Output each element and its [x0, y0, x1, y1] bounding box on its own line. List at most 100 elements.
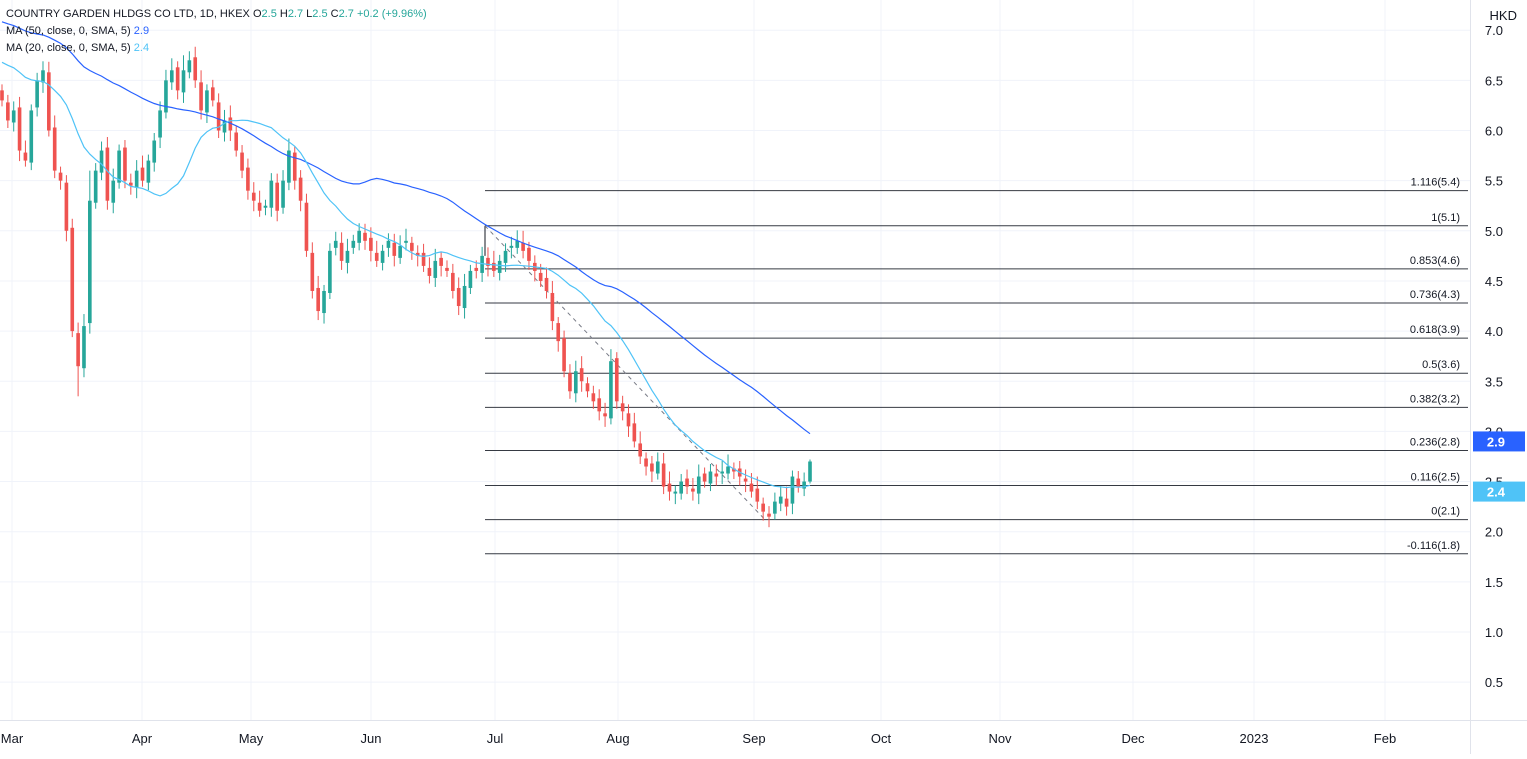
- candle-body[interactable]: [64, 182, 69, 231]
- candle-body[interactable]: [222, 120, 227, 133]
- candle-body[interactable]: [691, 488, 695, 492]
- candle-body[interactable]: [714, 473, 719, 477]
- candle-body[interactable]: [216, 102, 221, 131]
- candle-body[interactable]: [568, 373, 572, 392]
- candle-body[interactable]: [181, 70, 186, 93]
- ma50-line[interactable]: [1, 21, 811, 435]
- candle-body[interactable]: [726, 466, 730, 474]
- candle-body[interactable]: [486, 257, 490, 266]
- candle-body[interactable]: [205, 90, 209, 113]
- candle-body[interactable]: [492, 262, 496, 271]
- candle-body[interactable]: [667, 483, 672, 492]
- candle-body[interactable]: [538, 272, 543, 281]
- candle-body[interactable]: [199, 82, 203, 111]
- candle-body[interactable]: [369, 237, 373, 251]
- candle-body[interactable]: [749, 483, 754, 492]
- candle-body[interactable]: [386, 240, 391, 248]
- candle-body[interactable]: [696, 476, 701, 494]
- candle-body[interactable]: [99, 150, 104, 173]
- candle-body[interactable]: [88, 200, 92, 324]
- candle-body[interactable]: [462, 285, 467, 309]
- candle-body[interactable]: [111, 180, 116, 203]
- candle-body[interactable]: [591, 393, 596, 402]
- candle-body[interactable]: [579, 368, 584, 382]
- currency-label[interactable]: HKD: [1489, 8, 1517, 23]
- candle-body[interactable]: [269, 180, 274, 208]
- candle-body[interactable]: [439, 257, 443, 266]
- candle-body[interactable]: [140, 167, 145, 181]
- candle-body[interactable]: [339, 242, 344, 261]
- candle-body[interactable]: [562, 338, 566, 372]
- candle-body[interactable]: [333, 240, 338, 248]
- candle-body[interactable]: [93, 170, 98, 203]
- candle-body[interactable]: [345, 250, 350, 263]
- candle-body[interactable]: [433, 260, 438, 278]
- candle-body[interactable]: [158, 110, 162, 138]
- candle-body[interactable]: [702, 473, 707, 482]
- candle-body[interactable]: [480, 255, 484, 273]
- candle-body[interactable]: [796, 478, 801, 487]
- candle-body[interactable]: [585, 383, 590, 392]
- candle-body[interactable]: [6, 102, 10, 121]
- candle-body[interactable]: [304, 202, 309, 251]
- candle-body[interactable]: [287, 150, 291, 183]
- candle-body[interactable]: [503, 250, 508, 263]
- candle-body[interactable]: [29, 110, 34, 163]
- candle-body[interactable]: [679, 481, 684, 494]
- candle-body[interactable]: [708, 471, 713, 484]
- candle-body[interactable]: [720, 471, 724, 474]
- candle-body[interactable]: [281, 180, 285, 208]
- candle-body[interactable]: [82, 326, 86, 369]
- candle-body[interactable]: [363, 232, 367, 241]
- candle-body[interactable]: [52, 127, 57, 171]
- candle-body[interactable]: [673, 491, 678, 494]
- candle-body[interactable]: [761, 503, 765, 512]
- candle-body[interactable]: [169, 70, 174, 83]
- candle-body[interactable]: [257, 202, 262, 211]
- candle-body[interactable]: [47, 72, 51, 131]
- candle-body[interactable]: [134, 170, 139, 188]
- candle-body[interactable]: [550, 292, 555, 322]
- candle-body[interactable]: [790, 476, 795, 504]
- candle-body[interactable]: [556, 323, 561, 342]
- candle-body[interactable]: [357, 230, 361, 243]
- candle-body[interactable]: [76, 333, 80, 367]
- candle-body[interactable]: [117, 150, 121, 183]
- candle-body[interactable]: [755, 488, 760, 502]
- candle-body[interactable]: [778, 496, 783, 504]
- candle-body[interactable]: [123, 147, 127, 181]
- candle-body[interactable]: [374, 252, 379, 261]
- candle-body[interactable]: [650, 463, 654, 472]
- candle-body[interactable]: [784, 498, 789, 507]
- candle-body[interactable]: [521, 242, 525, 251]
- candle-body[interactable]: [234, 132, 239, 151]
- candle-body[interactable]: [626, 413, 631, 427]
- candle-body[interactable]: [544, 277, 549, 291]
- candle-body[interactable]: [456, 287, 461, 307]
- candle-body[interactable]: [655, 461, 660, 474]
- candle-body[interactable]: [468, 270, 473, 288]
- candle-body[interactable]: [23, 152, 28, 161]
- candle-body[interactable]: [193, 57, 198, 81]
- candle-body[interactable]: [251, 192, 256, 201]
- candle-body[interactable]: [392, 242, 397, 256]
- candle-body[interactable]: [527, 247, 531, 261]
- candle-body[interactable]: [474, 267, 479, 271]
- candle-body[interactable]: [164, 80, 168, 113]
- candle-body[interactable]: [451, 272, 455, 291]
- candle-body[interactable]: [573, 371, 578, 394]
- candle-body[interactable]: [773, 501, 777, 514]
- candle-body[interactable]: [515, 240, 520, 248]
- candle-body[interactable]: [70, 227, 75, 332]
- candle-body[interactable]: [0, 90, 4, 101]
- legend-ma20-row[interactable]: MA (20, close, 0, SMA, 5) 2.4: [6, 40, 427, 57]
- candle-body[interactable]: [298, 177, 303, 201]
- candle-body[interactable]: [322, 290, 326, 314]
- candle-body[interactable]: [128, 182, 133, 186]
- candle-body[interactable]: [732, 468, 736, 472]
- candle-body[interactable]: [638, 443, 643, 457]
- candle-body[interactable]: [35, 80, 39, 108]
- candle-body[interactable]: [404, 240, 408, 243]
- candle-body[interactable]: [316, 287, 320, 312]
